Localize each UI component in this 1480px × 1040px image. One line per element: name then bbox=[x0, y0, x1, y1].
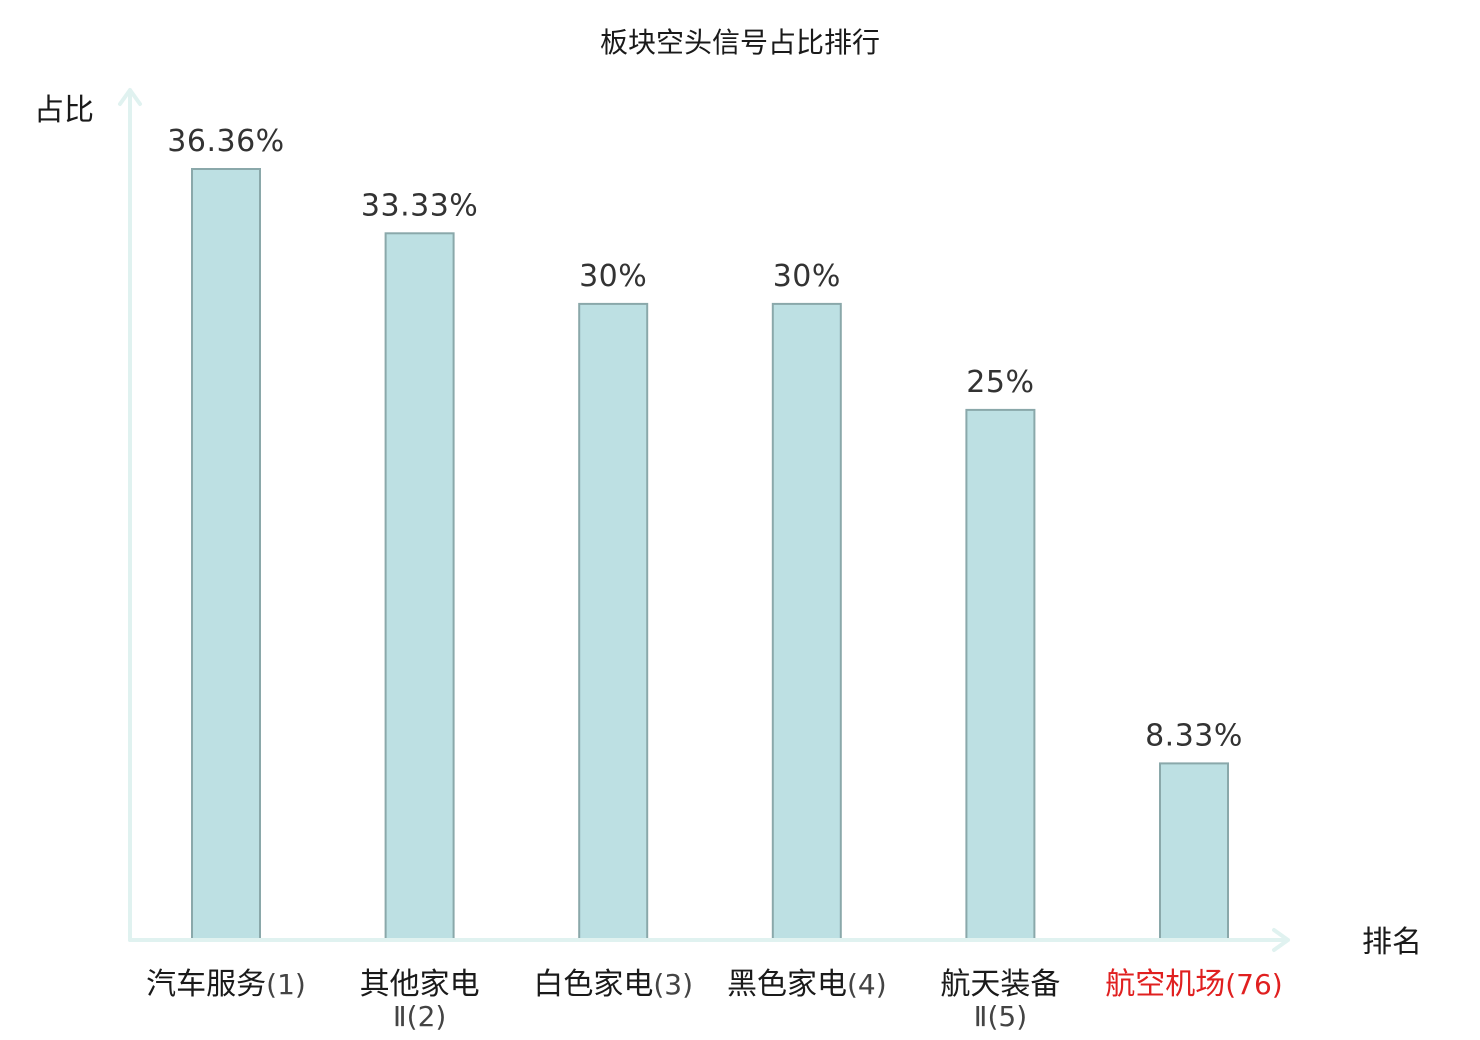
tick-label-name: 航天装备 bbox=[940, 967, 1060, 1002]
tick-label-suffix: Ⅱ bbox=[393, 1000, 407, 1033]
tick-label-1: 汽车服务(1) bbox=[146, 967, 306, 1002]
tick-label-rank: (3) bbox=[653, 968, 693, 1001]
tick-label-4: 黑色家电(4) bbox=[727, 967, 887, 1002]
tick-label-rank: (1) bbox=[266, 968, 306, 1001]
tick-label-suffix: Ⅱ bbox=[974, 1000, 988, 1033]
tick-label-line2-5: Ⅱ(5) bbox=[974, 1000, 1027, 1033]
tick-label-line2-2: Ⅱ(2) bbox=[393, 1000, 446, 1033]
tick-label-name: 其他家电 bbox=[360, 967, 480, 1002]
tick-label-2: 其他家电 bbox=[360, 967, 480, 1002]
bar-1 bbox=[191, 168, 261, 941]
bar-3 bbox=[578, 302, 649, 941]
tick-label-name: 航空机场 bbox=[1105, 967, 1225, 1002]
data-label-6: 8.33% bbox=[1145, 718, 1243, 753]
tick-label-5: 航天装备 bbox=[940, 967, 1060, 1002]
bars-group bbox=[191, 168, 1229, 942]
data-label-1: 36.36% bbox=[167, 124, 284, 159]
y-axis-label: 占比 bbox=[34, 93, 94, 128]
bar-6 bbox=[1159, 762, 1229, 942]
x-axis-label: 排名 bbox=[1362, 925, 1422, 960]
tick-label-name: 白色家电 bbox=[533, 967, 653, 1002]
tick-label-3: 白色家电(3) bbox=[533, 967, 693, 1002]
tick-label-name: 黑色家电 bbox=[727, 967, 847, 1002]
chart-title: 板块空头信号占比排行 bbox=[600, 26, 880, 59]
data-label-5: 25% bbox=[966, 365, 1034, 400]
tick-label-6: 航空机场(76) bbox=[1105, 967, 1282, 1002]
y-axis-line bbox=[118, 88, 142, 942]
tick-label-rank: (5) bbox=[987, 1000, 1027, 1033]
tick-label-name: 汽车服务 bbox=[146, 967, 266, 1002]
tick-label-rank: (76) bbox=[1225, 968, 1282, 1001]
tick-label-rank: (2) bbox=[407, 1000, 447, 1033]
value-labels-group: 36.36% 33.33% 30% 30% 25% 8.33% bbox=[167, 124, 1243, 753]
bar-5 bbox=[965, 408, 1036, 941]
data-label-2: 33.33% bbox=[361, 188, 478, 223]
data-label-3: 30% bbox=[579, 259, 647, 294]
bar-2 bbox=[384, 232, 455, 942]
bar-4 bbox=[771, 302, 842, 941]
data-label-4: 30% bbox=[773, 259, 841, 294]
x-axis-line bbox=[128, 928, 1290, 952]
tick-label-rank: (4) bbox=[847, 968, 887, 1001]
